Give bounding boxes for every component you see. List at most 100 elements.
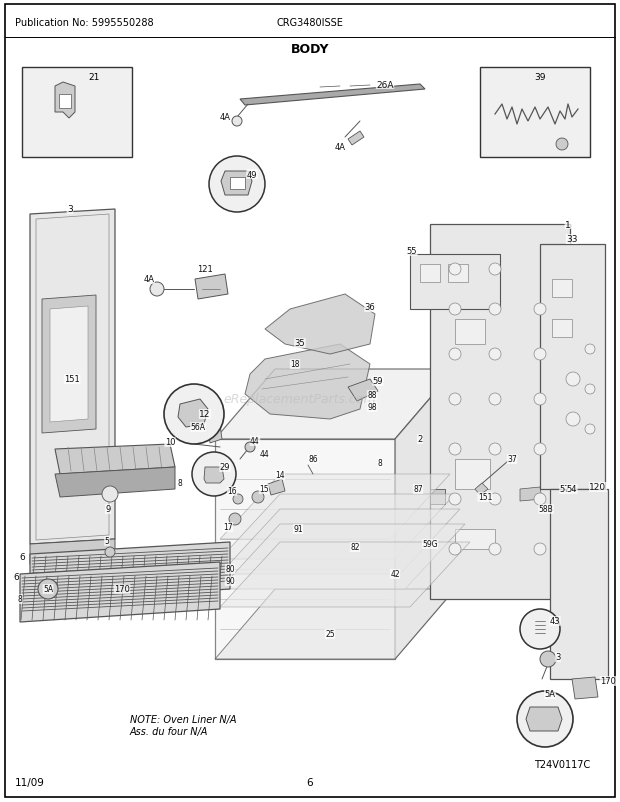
Text: 5: 5 xyxy=(105,537,110,546)
Text: NOTE: Oven Liner N/A: NOTE: Oven Liner N/A xyxy=(130,714,236,724)
Circle shape xyxy=(520,610,560,649)
Polygon shape xyxy=(221,172,252,196)
Polygon shape xyxy=(42,296,96,433)
Polygon shape xyxy=(55,468,175,497)
Text: 6: 6 xyxy=(307,777,313,787)
Circle shape xyxy=(105,547,115,557)
Circle shape xyxy=(449,349,461,361)
Text: 12: 12 xyxy=(199,410,211,419)
Bar xyxy=(22,68,132,158)
Text: 8: 8 xyxy=(17,595,22,604)
Text: 4A: 4A xyxy=(335,144,345,152)
Text: 5A: 5A xyxy=(544,690,556,699)
Text: 3: 3 xyxy=(67,205,73,214)
Circle shape xyxy=(102,486,118,502)
Circle shape xyxy=(232,117,242,127)
Polygon shape xyxy=(395,370,455,659)
Text: 98: 98 xyxy=(367,403,377,412)
Polygon shape xyxy=(59,95,71,109)
Circle shape xyxy=(585,345,595,354)
Text: BODY: BODY xyxy=(291,43,329,56)
Circle shape xyxy=(489,304,501,316)
Polygon shape xyxy=(245,345,370,419)
Text: 91: 91 xyxy=(293,525,303,534)
Text: 82: 82 xyxy=(350,543,360,552)
Text: 170: 170 xyxy=(114,585,130,593)
Polygon shape xyxy=(240,85,425,106)
Text: 9: 9 xyxy=(105,505,110,514)
Text: 26A: 26A xyxy=(376,80,394,89)
Circle shape xyxy=(449,543,461,555)
Text: 42: 42 xyxy=(390,569,400,579)
Text: 18: 18 xyxy=(290,360,299,369)
Polygon shape xyxy=(215,589,455,659)
Polygon shape xyxy=(50,306,88,423)
Circle shape xyxy=(534,349,546,361)
Text: 80: 80 xyxy=(225,565,235,573)
Circle shape xyxy=(489,394,501,406)
Text: 8: 8 xyxy=(177,479,182,488)
Circle shape xyxy=(540,651,556,667)
Polygon shape xyxy=(30,542,230,602)
Text: Ass. du four N/A: Ass. du four N/A xyxy=(130,726,208,736)
Polygon shape xyxy=(178,399,208,427)
Polygon shape xyxy=(30,210,115,545)
Circle shape xyxy=(517,691,573,747)
Circle shape xyxy=(585,384,595,395)
Text: 33: 33 xyxy=(566,235,578,244)
Polygon shape xyxy=(410,255,500,310)
Text: 3: 3 xyxy=(556,653,560,662)
Circle shape xyxy=(164,384,224,444)
Polygon shape xyxy=(430,225,570,599)
Polygon shape xyxy=(520,488,542,501)
Polygon shape xyxy=(348,132,364,146)
Circle shape xyxy=(449,264,461,276)
Text: 11/09: 11/09 xyxy=(15,777,45,787)
Text: 15: 15 xyxy=(259,485,269,494)
Text: 121: 121 xyxy=(197,265,213,274)
Text: 21: 21 xyxy=(89,73,100,82)
Polygon shape xyxy=(215,439,395,659)
Circle shape xyxy=(252,492,264,504)
Text: 8: 8 xyxy=(378,459,383,468)
Text: 56A: 56A xyxy=(190,423,205,432)
Polygon shape xyxy=(268,480,285,496)
Text: 88: 88 xyxy=(367,391,377,400)
Text: 25: 25 xyxy=(325,630,335,638)
Bar xyxy=(455,320,485,345)
Text: 37: 37 xyxy=(507,455,517,464)
Circle shape xyxy=(534,493,546,505)
Text: 10: 10 xyxy=(165,438,175,447)
Text: 55: 55 xyxy=(407,247,417,256)
Bar xyxy=(455,460,490,489)
Polygon shape xyxy=(220,475,450,539)
Polygon shape xyxy=(526,707,562,731)
Circle shape xyxy=(489,543,501,555)
Polygon shape xyxy=(195,274,228,300)
Text: 16: 16 xyxy=(227,487,237,496)
Polygon shape xyxy=(430,489,445,504)
Text: 120: 120 xyxy=(590,483,606,492)
Text: 43: 43 xyxy=(550,617,560,626)
Circle shape xyxy=(245,443,255,452)
Polygon shape xyxy=(220,542,470,607)
Polygon shape xyxy=(540,245,605,489)
Text: 4A: 4A xyxy=(219,113,231,123)
Polygon shape xyxy=(265,294,375,354)
Circle shape xyxy=(566,412,580,427)
Polygon shape xyxy=(215,370,455,439)
Text: 17: 17 xyxy=(223,523,233,532)
Text: 49: 49 xyxy=(247,170,257,180)
Text: 44: 44 xyxy=(250,437,260,446)
Polygon shape xyxy=(30,539,115,565)
Text: 4A: 4A xyxy=(143,275,154,284)
Polygon shape xyxy=(220,509,460,574)
Circle shape xyxy=(566,373,580,387)
Text: 6: 6 xyxy=(13,573,19,581)
Text: 44: 44 xyxy=(260,450,270,459)
Circle shape xyxy=(449,394,461,406)
Text: 59G: 59G xyxy=(422,540,438,549)
Bar xyxy=(480,68,590,158)
Text: 35: 35 xyxy=(294,339,305,348)
Text: CRG3480ISSE: CRG3480ISSE xyxy=(277,18,343,28)
